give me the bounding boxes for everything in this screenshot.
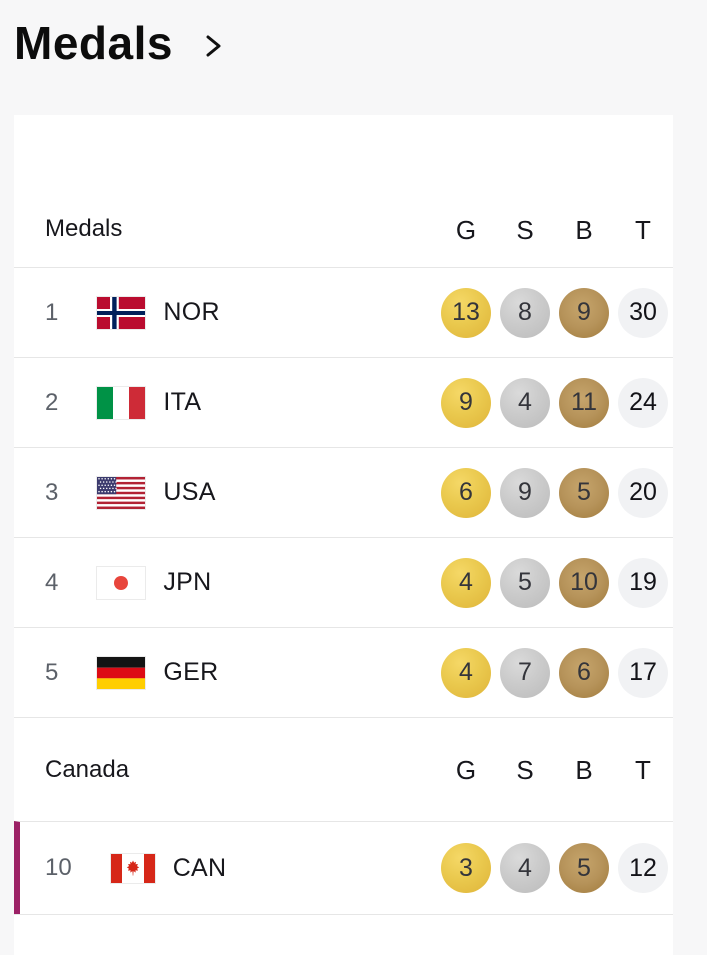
medal-counts: 13 8 9 30 [441,287,668,338]
canada-rows: 10 CAN 3 4 5 12 [14,821,673,914]
rank-number: 5 [45,658,59,686]
ranking-rows: 1 NOR 13 8 9 30 2 ITA 9 4 11 24 3 USA 6 9 5 20 4 JPN 4 5 10 19 5… [14,267,673,717]
rank-number: 3 [45,478,59,506]
medal-counts: 3 4 5 12 [441,843,668,893]
medal-counts: 9 4 11 24 [441,377,668,428]
medal-counts: 6 9 5 20 [441,467,668,518]
rank-number: 4 [45,568,59,596]
medal-counts: 4 5 10 19 [441,557,668,608]
canada-header-label: Canada [45,755,130,783]
bronze-count: 5 [559,843,609,893]
silver-count: 7 [500,647,550,698]
total-count: 20 [618,467,668,518]
medal-row-ger[interactable]: 5 GER 4 7 6 17 [14,627,673,717]
flag-ita-icon [97,386,146,419]
flag-ger-icon [97,656,146,689]
medal-row-ita[interactable]: 2 ITA 9 4 11 24 [14,357,673,447]
total-count: 17 [618,647,668,698]
medal-row-nor[interactable]: 1 NOR 13 8 9 30 [14,267,673,357]
table-header-label: Medals [45,215,123,242]
medal-row-jpn[interactable]: 4 JPN 4 5 10 19 [14,537,673,627]
gold-count: 3 [441,843,491,893]
bronze-count: 11 [559,377,609,428]
column-header-b: B [575,215,593,245]
gold-count: 4 [441,647,491,698]
card-bottom-strip [14,914,673,948]
page-title: Medals [14,16,173,69]
medal-row-can[interactable]: 10 CAN 3 4 5 12 [14,821,673,914]
gold-count: 6 [441,467,491,518]
bronze-count: 9 [559,287,609,338]
medal-row-usa[interactable]: 3 USA 6 9 5 20 [14,447,673,537]
country-code: GER [163,658,219,686]
silver-count: 4 [500,843,550,893]
total-count: 24 [618,377,668,428]
total-count: 19 [618,557,668,608]
country-code: JPN [163,568,212,596]
country-code: ITA [163,388,202,416]
country-code: CAN [172,853,227,882]
silver-count: 5 [500,557,550,608]
bronze-count: 10 [559,557,609,608]
total-count: 30 [618,287,668,338]
gold-count: 9 [441,377,491,428]
column-header-t: T [635,754,651,785]
silver-count: 9 [500,467,550,518]
table-header-medals: Medals G S B T [14,115,673,267]
bronze-count: 5 [559,467,609,518]
rank-number: 2 [45,388,59,416]
column-header-g: G [455,215,477,245]
column-header-g: G [455,754,477,785]
silver-count: 8 [500,287,550,338]
rank-number: 1 [45,298,59,326]
table-header-canada: Canada G S B T [14,717,673,821]
flag-nor-icon [97,296,146,329]
flag-can-icon [110,853,155,883]
gold-count: 4 [441,557,491,608]
silver-count: 4 [500,377,550,428]
bronze-count: 6 [559,647,609,698]
chevron-right-icon [206,35,221,57]
country-code: NOR [163,298,220,326]
column-header-b: B [575,754,593,785]
total-count: 12 [618,843,668,893]
rank-number: 10 [45,854,72,881]
flag-usa-icon [97,476,146,509]
medal-counts: 4 7 6 17 [441,647,668,698]
column-header-t: T [635,215,651,245]
medals-widget-header[interactable]: Medals [0,0,707,74]
gold-count: 13 [441,287,491,338]
country-code: USA [163,478,216,506]
flag-jpn-icon [97,566,146,599]
column-header-s: S [516,754,534,785]
column-header-s: S [516,215,534,245]
